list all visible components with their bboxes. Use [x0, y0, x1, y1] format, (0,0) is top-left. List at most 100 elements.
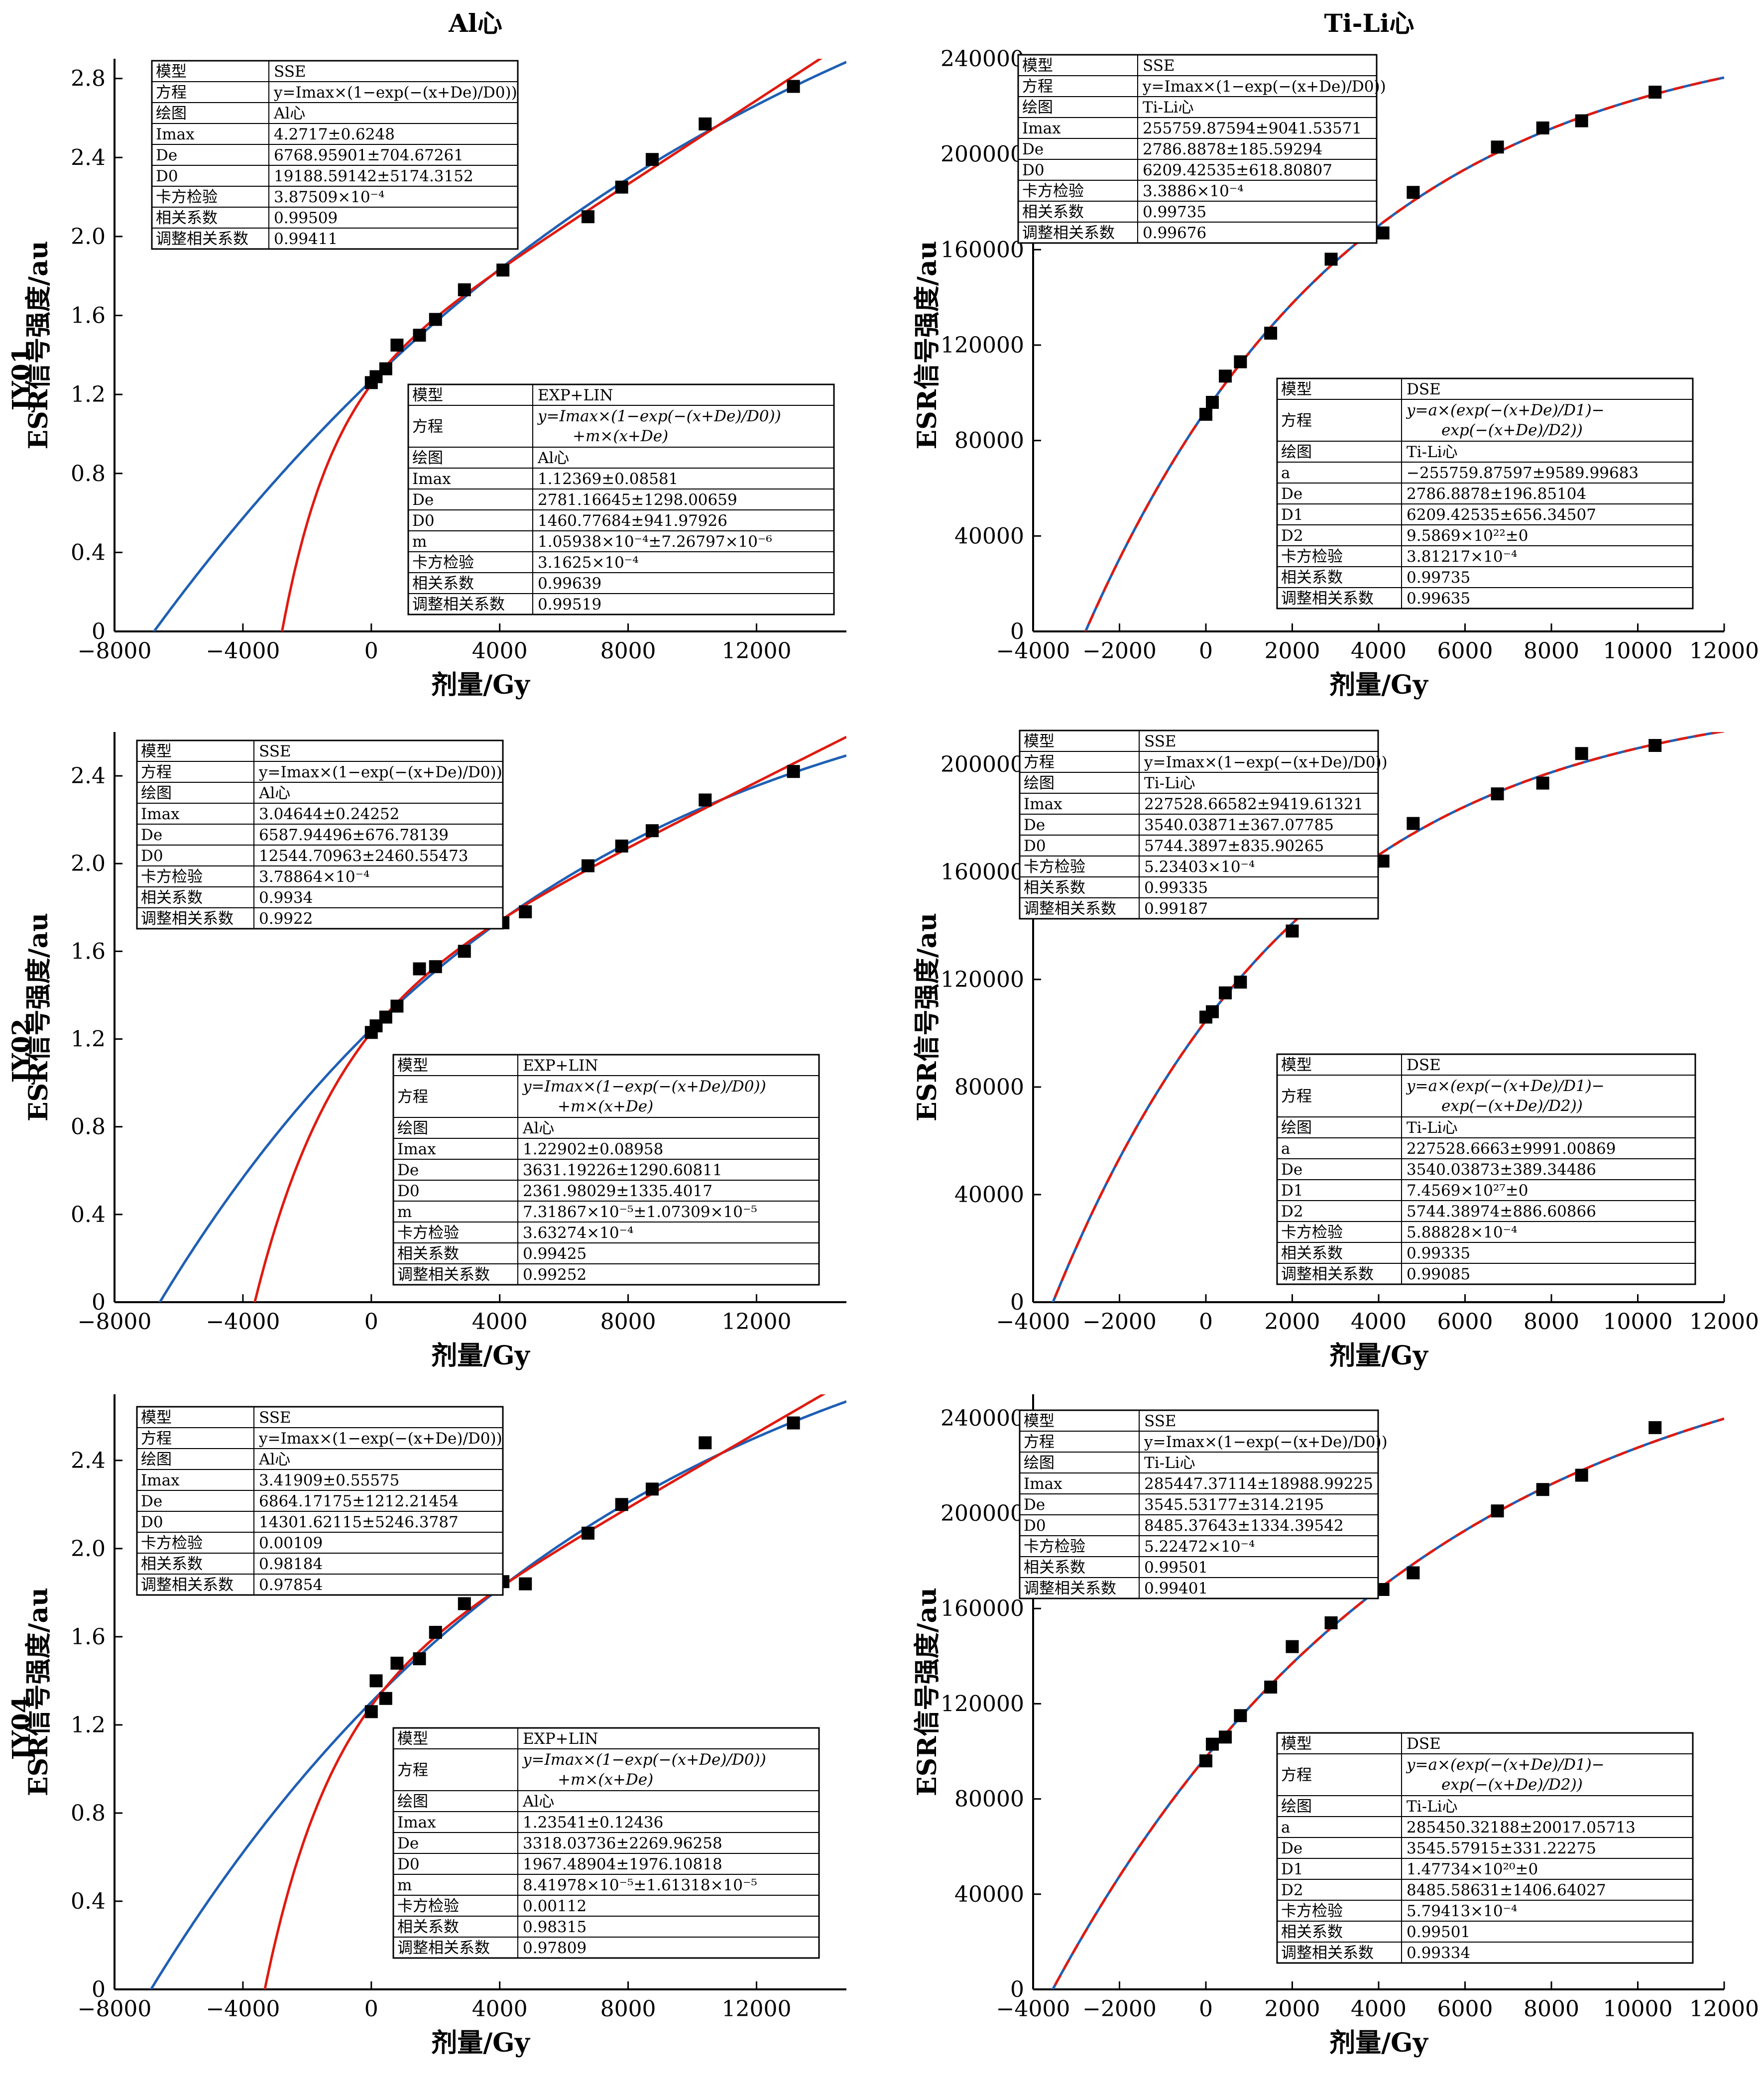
table-param-value-cont: exp(−(x+De)/D2)) — [1441, 421, 1583, 439]
y-tick-label: 0 — [1010, 619, 1024, 644]
table-param-name: D1 — [1281, 1182, 1303, 1200]
table-param-name: 方程 — [1281, 412, 1312, 430]
table-param-value: 0.99501 — [1407, 1923, 1470, 1941]
table-param-value: SSE — [274, 63, 306, 81]
x-tick-label: 10000 — [1603, 1309, 1673, 1335]
table-param-value: 3540.03873±389.34486 — [1407, 1161, 1596, 1179]
table-param-name: m — [412, 533, 427, 551]
data-point — [1324, 252, 1338, 266]
table-param-value: 2786.8878±196.85104 — [1407, 485, 1586, 503]
table-param-name: 模型 — [1024, 1412, 1055, 1430]
table-param-name: 绘图 — [1024, 774, 1055, 792]
table-param-value: 5.23403×10⁻⁴ — [1144, 858, 1255, 876]
table-param-value: Al心 — [522, 1793, 554, 1811]
data-point — [519, 1577, 532, 1590]
y-axis-label: ESR信号强度/au — [912, 1588, 942, 1796]
table-param-value: 6209.42535±618.80807 — [1143, 161, 1332, 179]
table-param-value: 8485.58631±1406.64027 — [1407, 1881, 1606, 1899]
data-point — [615, 180, 628, 194]
table-param-name: Imax — [1024, 1475, 1062, 1493]
data-point — [1234, 976, 1247, 989]
data-point — [1206, 396, 1219, 409]
table-param-name: 模型 — [141, 742, 172, 760]
table-param-value: 0.99252 — [523, 1266, 587, 1284]
y-tick-label: 160000 — [941, 859, 1024, 885]
column-title-al: Al心 — [448, 8, 502, 38]
table-param-name: 绘图 — [1022, 99, 1053, 117]
table-param-name: 卡方检验 — [141, 1534, 203, 1552]
data-point — [413, 962, 426, 976]
x-tick-label: 4000 — [1351, 1996, 1407, 2022]
data-point — [496, 263, 510, 277]
x-tick-label: 6000 — [1437, 1309, 1493, 1335]
table-param-value: 0.99335 — [1144, 879, 1208, 897]
table-param-value: 6587.94496±676.78139 — [259, 826, 449, 844]
y-tick-label: 0 — [92, 619, 106, 644]
table-param-name: 相关系数 — [141, 1555, 203, 1573]
data-point — [429, 960, 442, 974]
table-param-name: De — [1024, 1496, 1045, 1514]
data-point — [615, 1498, 628, 1511]
table-param-value: 3.81217×10⁻⁴ — [1407, 548, 1517, 566]
table-param-name: 模型 — [1281, 1735, 1312, 1753]
table-param-value: 8485.37643±1334.39542 — [1144, 1517, 1344, 1535]
data-point — [458, 1597, 471, 1610]
data-point — [379, 1692, 392, 1705]
table-param-name: De — [1022, 140, 1044, 158]
table-param-name: 卡方检验 — [141, 868, 203, 886]
table-param-name: D0 — [141, 847, 163, 865]
table-param-value: 0.98184 — [259, 1555, 323, 1573]
fit-curve-dse — [1084, 76, 1724, 631]
table-param-name: 绘图 — [1281, 443, 1312, 461]
fit-table-sse: 模型 SSE 方程 y=Imax×(1−exp(−(x+De)/D0)) 绘图 Ti-Li… — [1019, 1409, 1388, 1599]
chart-jy04-al: −8000 −4000 0 4000 8000 12000 0 0.4 0.8 1.2 1.6 2.0… — [23, 1394, 846, 2058]
table-param-name: 调整相关系数 — [412, 596, 505, 613]
table-param-value: 7.4569×10²⁷±0 — [1407, 1182, 1528, 1200]
data-point — [699, 1436, 712, 1450]
table-param-value: DSE — [1407, 1735, 1441, 1753]
y-tick-label: 1.6 — [71, 303, 106, 329]
table-param-value: 0.9922 — [259, 910, 313, 928]
table-param-value: y=Imax×(1−exp(−(x+De)/D0)) — [522, 1751, 766, 1769]
table-param-value: 3318.03736±2269.96258 — [523, 1834, 722, 1852]
x-tick-label: −8000 — [78, 1996, 152, 2022]
table-param-value: 0.99334 — [1407, 1944, 1470, 1962]
y-tick-label: 0 — [1010, 1290, 1024, 1315]
x-axis-label: 剂量/Gy — [1329, 670, 1428, 700]
table-param-value: 12544.70963±2460.55473 — [259, 847, 468, 865]
table-param-value: Ti-Li心 — [1407, 1798, 1458, 1816]
y-axis-label: ESR信号强度/au — [912, 241, 942, 450]
data-point — [645, 1482, 659, 1496]
table-param-name: 卡方检验 — [1024, 858, 1085, 876]
table-param-name: Imax — [141, 805, 180, 823]
fit-curve-exp_lin — [253, 735, 846, 1302]
y-tick-label: 240000 — [941, 46, 1024, 72]
table-param-name: 绘图 — [1024, 1454, 1055, 1472]
data-point — [581, 859, 594, 872]
table-param-value-cont: +m×(x+De) — [558, 1098, 653, 1115]
table-param-value: DSE — [1407, 380, 1441, 398]
y-tick-label: 2.8 — [71, 66, 106, 92]
x-tick-label: 4000 — [1351, 638, 1407, 664]
y-tick-label: 0.8 — [71, 1801, 106, 1826]
table-param-value: EXP+LIN — [538, 386, 613, 404]
table-param-value: 0.00109 — [259, 1534, 323, 1552]
table-param-value: 5744.38974±886.60866 — [1407, 1203, 1596, 1221]
x-tick-label: −2000 — [1082, 1309, 1157, 1335]
y-tick-label: 0.4 — [71, 540, 106, 565]
data-point — [390, 339, 404, 352]
y-axis-label: ESR信号强度/au — [912, 913, 942, 1121]
data-point — [1575, 114, 1588, 127]
table-param-value: 3545.57915±331.22275 — [1407, 1839, 1596, 1857]
fit-curve-exp_lin — [263, 1394, 826, 1989]
y-tick-label: 2.4 — [71, 1448, 106, 1473]
table-param-name: Imax — [397, 1140, 436, 1158]
table-param-name: De — [156, 146, 177, 164]
table-param-value: Ti-Li心 — [1407, 443, 1458, 461]
data-point — [699, 793, 712, 807]
y-tick-label: 0.8 — [71, 1114, 106, 1140]
table-param-value: y=Imax×(1−exp(−(x+De)/D0)) — [1144, 1433, 1388, 1451]
table-param-name: 相关系数 — [156, 209, 218, 227]
table-param-name: 相关系数 — [397, 1245, 459, 1263]
table-param-name: D0 — [1024, 837, 1046, 855]
